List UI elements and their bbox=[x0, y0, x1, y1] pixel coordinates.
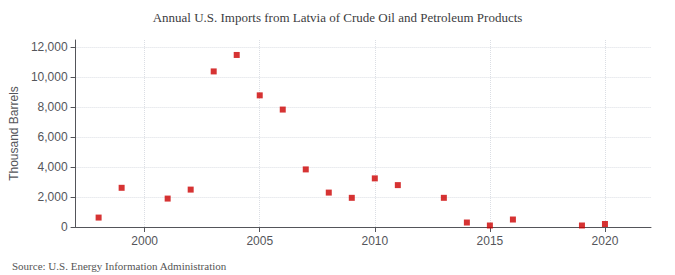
svg-text:2010: 2010 bbox=[361, 234, 388, 248]
svg-text:2,000: 2,000 bbox=[38, 190, 68, 204]
svg-text:2000: 2000 bbox=[131, 234, 158, 248]
svg-text:Annual U.S. Imports from Latvi: Annual U.S. Imports from Latvia of Crude… bbox=[153, 10, 523, 25]
svg-text:2005: 2005 bbox=[246, 234, 273, 248]
svg-text:8,000: 8,000 bbox=[38, 100, 68, 114]
svg-text:6,000: 6,000 bbox=[38, 130, 68, 144]
svg-text:2015: 2015 bbox=[477, 234, 504, 248]
svg-text:Thousand Barrels: Thousand Barrels bbox=[7, 86, 21, 181]
svg-text:10,000: 10,000 bbox=[31, 70, 68, 84]
svg-text:12,000: 12,000 bbox=[31, 40, 68, 54]
svg-text:0: 0 bbox=[61, 220, 68, 234]
svg-text:Source: U.S. Energy Informatio: Source: U.S. Energy Information Administ… bbox=[12, 260, 227, 272]
svg-text:4,000: 4,000 bbox=[38, 160, 68, 174]
svg-text:2020: 2020 bbox=[592, 234, 619, 248]
